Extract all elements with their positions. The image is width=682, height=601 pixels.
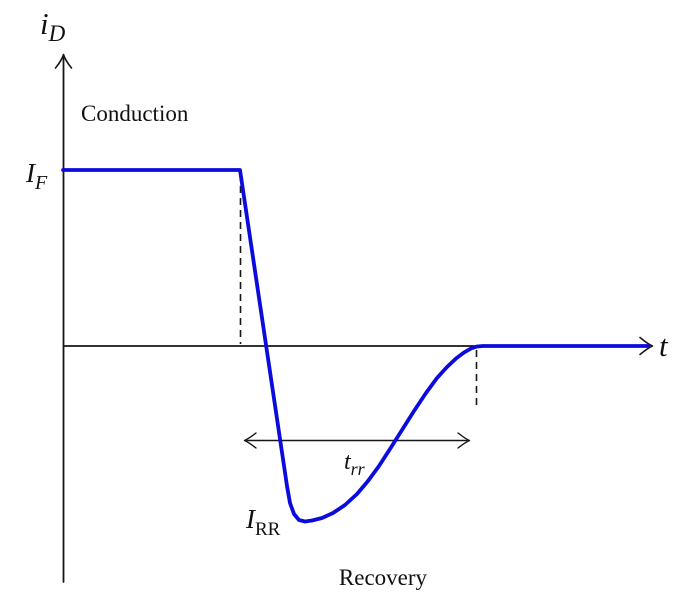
recovery-region-label: Recovery <box>339 565 428 590</box>
x-axis-arrowhead-icon <box>639 336 654 356</box>
trr-left-arrowhead-icon <box>243 432 257 449</box>
reverse-recovery-time-label: trr <box>344 449 366 479</box>
y-axis-arrowhead-icon <box>54 53 73 69</box>
diode-current-curve <box>61 168 650 524</box>
forward-current-label: IF <box>25 158 48 194</box>
conduction-region-label: Conduction <box>81 101 189 126</box>
x-axis-label: t <box>659 328 669 363</box>
y-axis-label: iD <box>40 6 66 46</box>
reverse-recovery-current-label: IRR <box>245 504 281 540</box>
trr-right-arrowhead-icon <box>457 432 471 449</box>
